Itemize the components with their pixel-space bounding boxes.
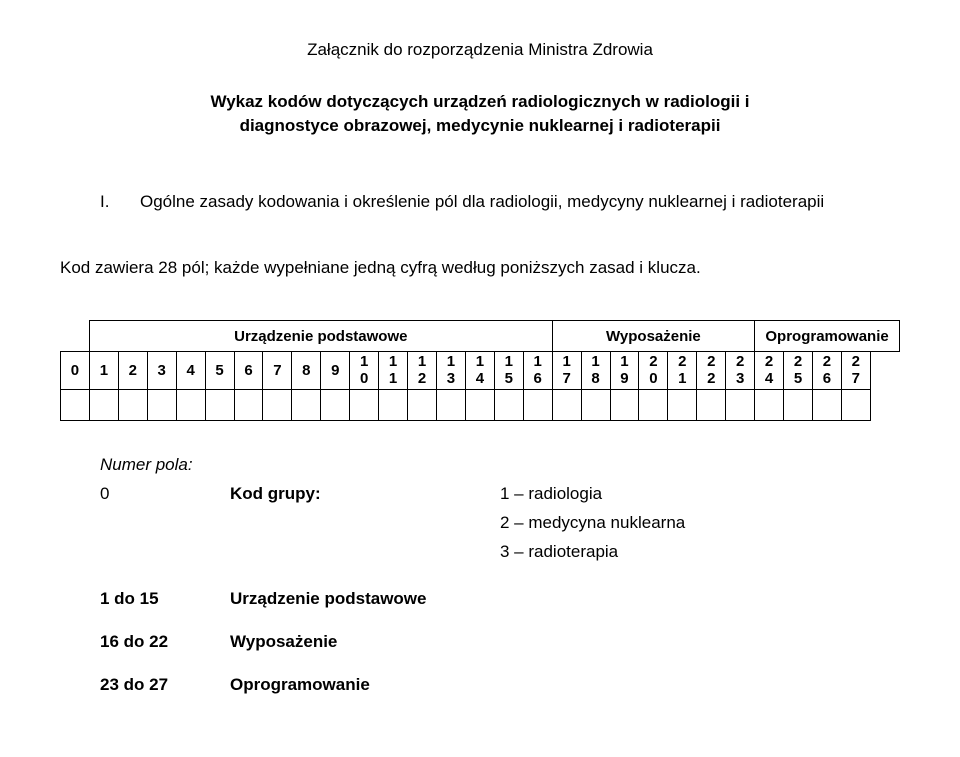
legend-row: 23 do 27Oprogramowanie [100,671,900,700]
number-cell: 4 [176,352,205,390]
number-cell: 20 [639,352,668,390]
subtitle-line-2: diagnostyce obrazowej, medycynie nuklear… [100,114,860,138]
number-row: 0123456789101112131415161718192021222324… [61,352,900,390]
empty-cell [89,390,118,421]
number-cell: 26 [812,352,841,390]
number-cell: 12 [408,352,437,390]
number-cell: 17 [552,352,581,390]
number-cell: 19 [610,352,639,390]
legend-title: Numer pola: [100,451,900,480]
empty-cell [379,390,408,421]
number-cell: 23 [726,352,755,390]
empty-cell [697,390,726,421]
empty-cell [841,390,870,421]
legend-col-range: 1 do 15 [100,585,230,614]
empty-cell [61,390,90,421]
group-header-equipment: Wyposażenie [552,321,754,352]
legend-col-range: 23 do 27 [100,671,230,700]
number-cell: 15 [494,352,523,390]
number-cell: 8 [292,352,321,390]
legend-col-label [230,538,500,567]
legend-block: Numer pola: 0Kod grupy:1 – radiologia2 –… [100,451,900,699]
empty-cell [234,390,263,421]
empty-cell [408,390,437,421]
number-cell: 25 [784,352,813,390]
legend-col-value [500,671,900,700]
legend-col-label: Kod grupy: [230,480,500,509]
number-cell: 21 [668,352,697,390]
empty-cell [523,390,552,421]
group-header-device: Urządzenie podstawowe [89,321,552,352]
empty-cell [552,390,581,421]
empty-cell [292,390,321,421]
empty-cell [465,390,494,421]
subtitle-line-1: Wykaz kodów dotyczących urządzeń radiolo… [100,90,860,114]
legend-col-label: Urządzenie podstawowe [230,585,500,614]
number-cell: 10 [350,352,379,390]
number-cell: 14 [465,352,494,390]
legend-row: 0Kod grupy:1 – radiologia [100,480,900,509]
legend-col-range [100,538,230,567]
legend-row: 3 – radioterapia [100,538,900,567]
section-roman: I. [100,188,140,215]
legend-col-range [100,509,230,538]
page-subtitle: Wykaz kodów dotyczących urządzeń radiolo… [100,90,860,138]
empty-cell [784,390,813,421]
legend-row: 1 do 15Urządzenie podstawowe [100,585,900,614]
number-cell: 5 [205,352,234,390]
group-header-row: Urządzenie podstawowe Wyposażenie Oprogr… [61,321,900,352]
legend-row: 16 do 22Wyposażenie [100,628,900,657]
legend-row: 2 – medycyna nuklearna [100,509,900,538]
empty-cell [205,390,234,421]
empty-cell [118,390,147,421]
empty-cell [321,390,350,421]
code-table: Urządzenie podstawowe Wyposażenie Oprogr… [60,320,900,421]
number-cell: 16 [523,352,552,390]
empty-cell [436,390,465,421]
legend-col-range: 0 [100,480,230,509]
empty-cell [755,390,784,421]
empty-cell [263,390,292,421]
number-cell: 7 [263,352,292,390]
number-cell: 11 [379,352,408,390]
number-cell: 2 [118,352,147,390]
number-cell: 27 [841,352,870,390]
number-cell: 3 [147,352,176,390]
empty-cell [350,390,379,421]
legend-col-label: Oprogramowanie [230,671,500,700]
empty-cell [581,390,610,421]
legend-col-value: 2 – medycyna nuklearna [500,509,900,538]
number-cell: 24 [755,352,784,390]
number-cell: 13 [436,352,465,390]
page-header: Załącznik do rozporządzenia Ministra Zdr… [60,40,900,60]
code-description: Kod zawiera 28 pól; każde wypełniane jed… [60,255,900,281]
empty-cell [176,390,205,421]
legend-col-range: 16 do 22 [100,628,230,657]
empty-cell [494,390,523,421]
legend-col-value [500,585,900,614]
legend-col-value: 3 – radioterapia [500,538,900,567]
empty-cell [812,390,841,421]
legend-col-label: Wyposażenie [230,628,500,657]
legend-col-label [230,509,500,538]
empty-cell [726,390,755,421]
section-i: I. Ogólne zasady kodowania i określenie … [100,188,860,215]
empty-cell [610,390,639,421]
legend-col-value: 1 – radiologia [500,480,900,509]
number-cell: 1 [89,352,118,390]
empty-row [61,390,900,421]
number-cell: 0 [61,352,90,390]
number-cell: 22 [697,352,726,390]
empty-cell [147,390,176,421]
legend-col-value [500,628,900,657]
number-cell: 9 [321,352,350,390]
number-cell: 6 [234,352,263,390]
empty-cell [668,390,697,421]
number-cell: 18 [581,352,610,390]
section-body: Ogólne zasady kodowania i określenie pól… [140,188,860,215]
empty-cell [639,390,668,421]
group-header-software: Oprogramowanie [755,321,900,352]
